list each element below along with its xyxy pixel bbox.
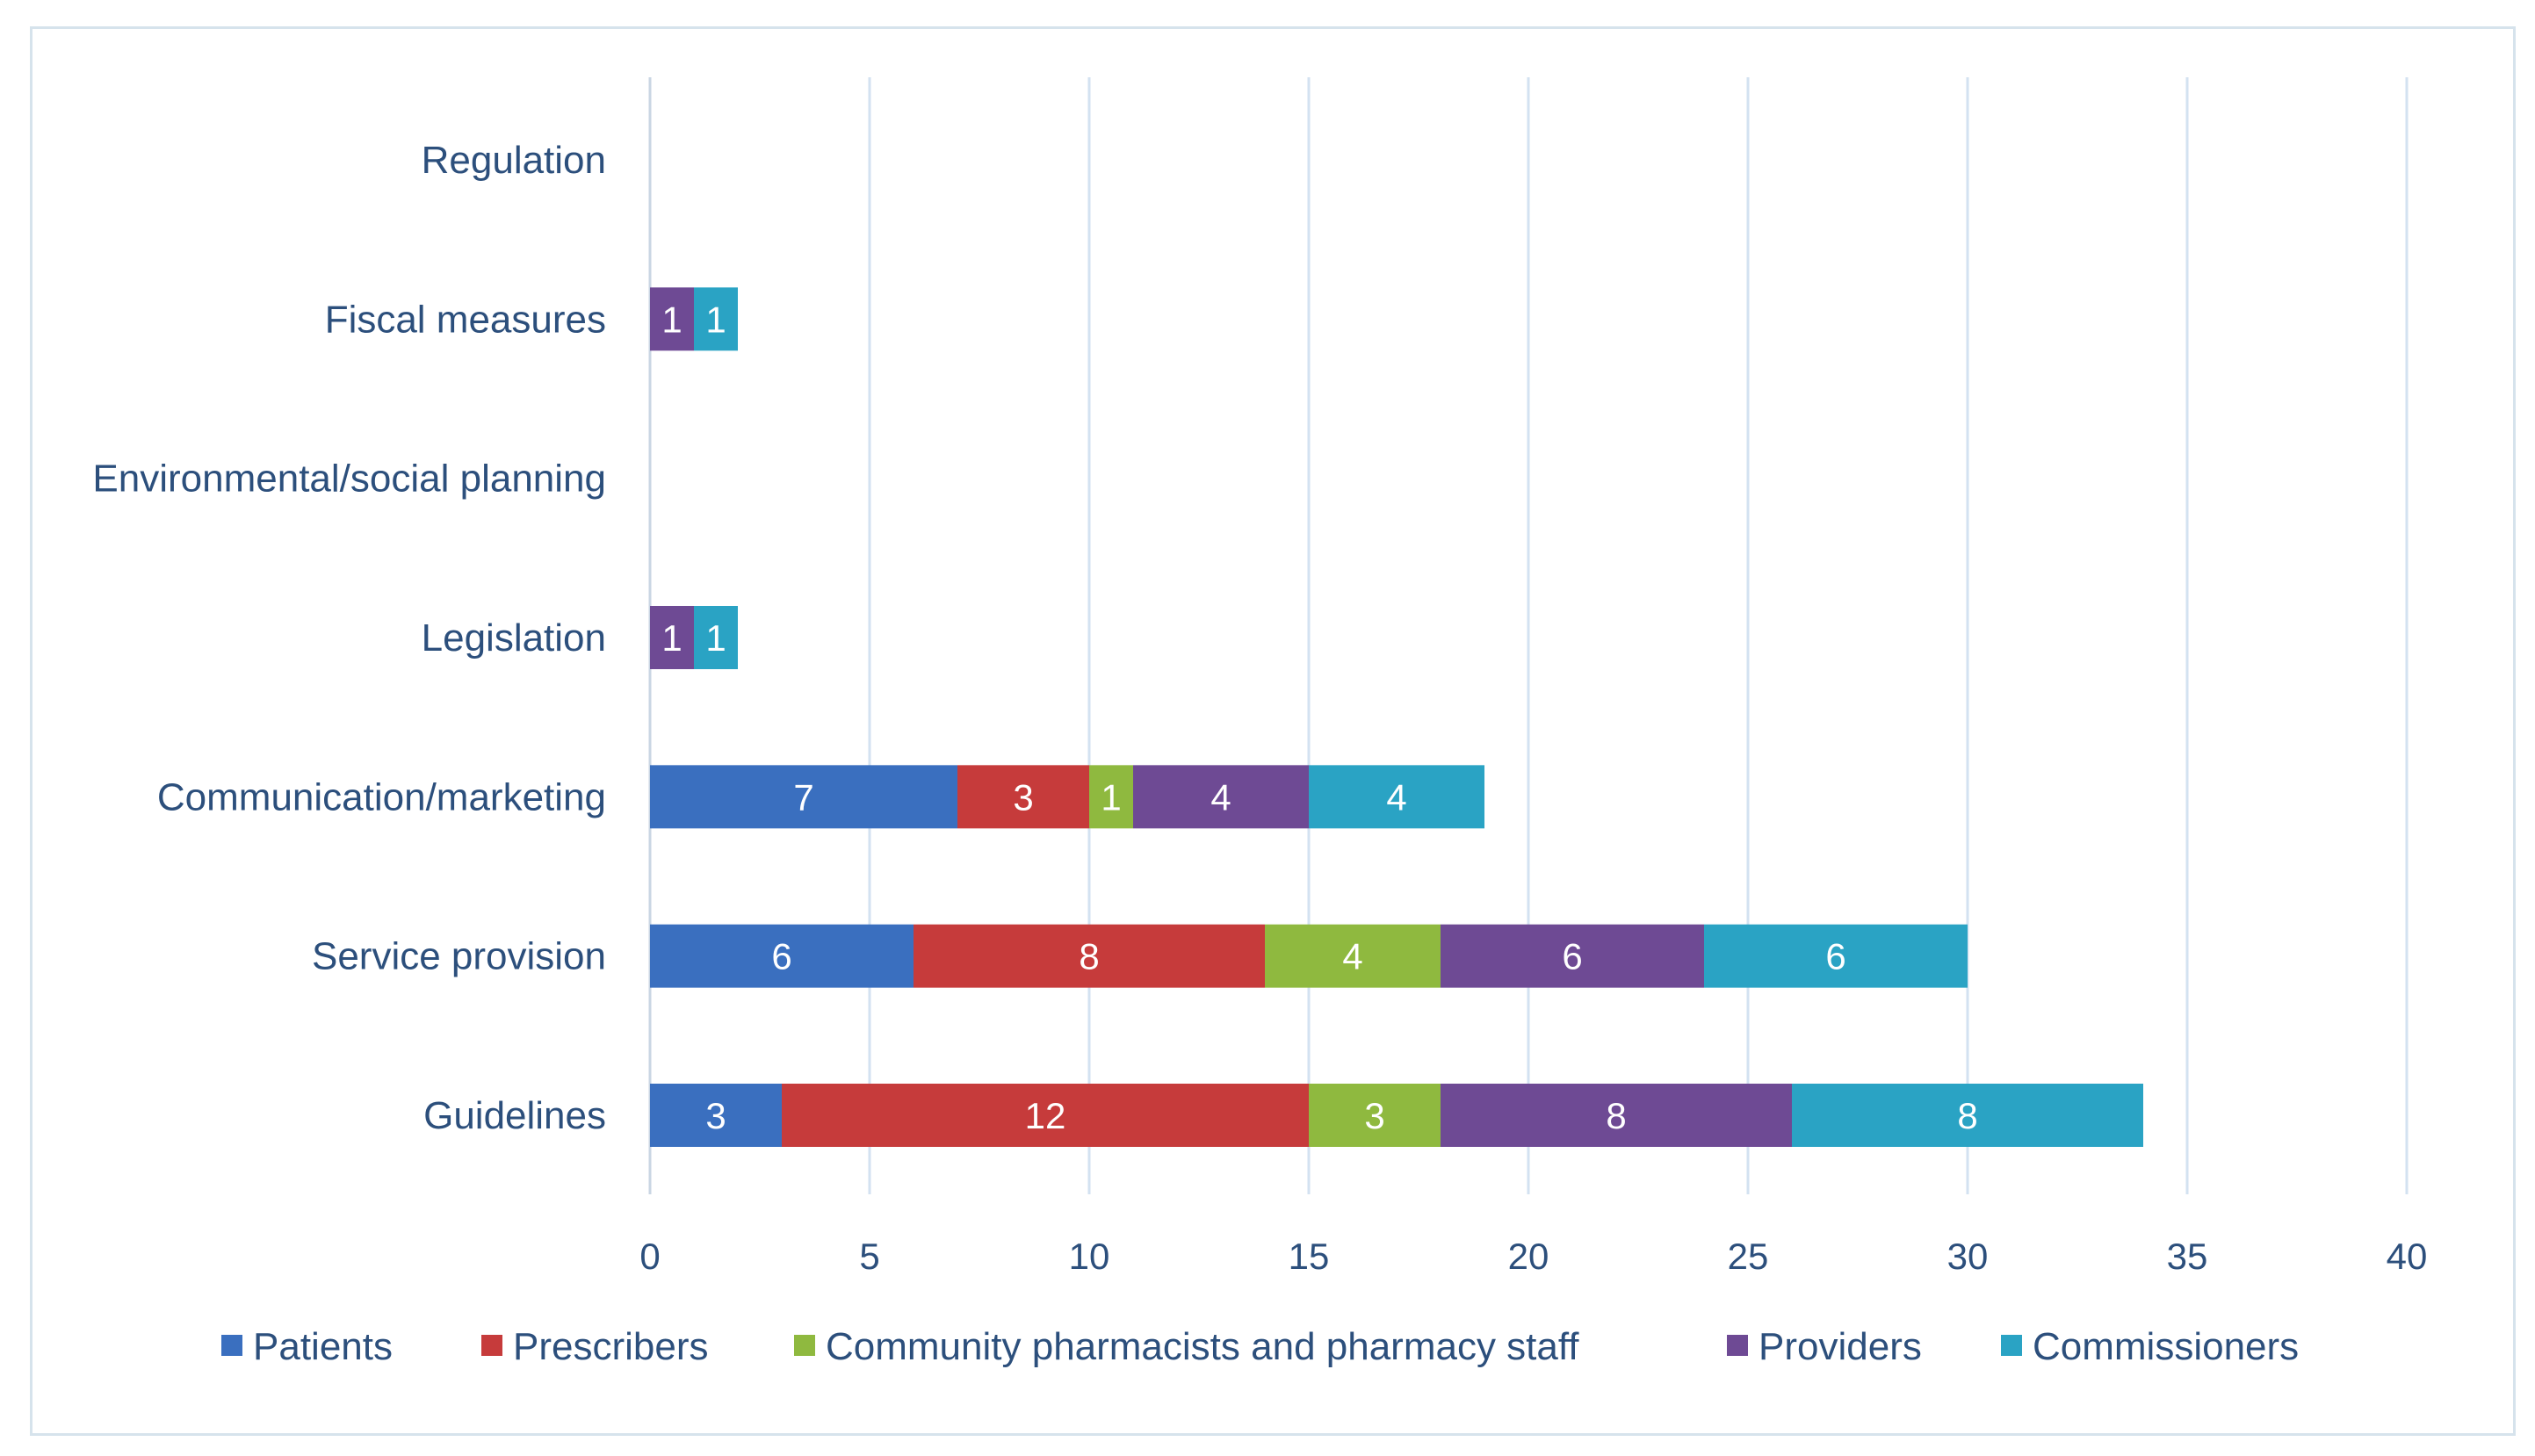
bar-community-pharmacists-and-pharmacy-staff-guidelines bbox=[1309, 1084, 1441, 1147]
bar-community-pharmacists-and-pharmacy-staff-service-provision bbox=[1265, 924, 1441, 988]
chart-frame bbox=[30, 26, 2516, 1436]
x-tick-label: 25 bbox=[1728, 1236, 1769, 1277]
data-label: 3 bbox=[1013, 776, 1033, 818]
data-label: 6 bbox=[1562, 936, 1582, 977]
data-label: 3 bbox=[705, 1095, 726, 1136]
category-label: Legislation bbox=[422, 616, 606, 660]
data-label: 12 bbox=[1025, 1095, 1066, 1136]
data-label: 1 bbox=[1101, 776, 1121, 818]
x-tick-label: 20 bbox=[1508, 1236, 1549, 1277]
data-label: 1 bbox=[705, 617, 726, 659]
legend-swatch-providers bbox=[1727, 1335, 1748, 1356]
bar-commissioners-fiscal-measures bbox=[694, 287, 738, 351]
data-label: 8 bbox=[1079, 936, 1099, 977]
category-label: Communication/marketing bbox=[157, 775, 606, 818]
data-label: 1 bbox=[661, 299, 682, 340]
data-label: 6 bbox=[1825, 936, 1845, 977]
data-label: 8 bbox=[1606, 1095, 1626, 1136]
x-tick-label: 35 bbox=[2167, 1236, 2208, 1277]
bar-prescribers-service-provision bbox=[914, 924, 1265, 988]
bar-commissioners-communication-marketing bbox=[1309, 765, 1484, 829]
bar-providers-guidelines bbox=[1441, 1084, 1792, 1147]
category-label: Service provision bbox=[312, 935, 606, 978]
category-label: Guidelines bbox=[423, 1094, 606, 1137]
category-label: Fiscal measures bbox=[325, 298, 606, 341]
legend-label-patients: Patients bbox=[253, 1325, 393, 1368]
x-tick-label: 10 bbox=[1069, 1236, 1110, 1277]
bar-prescribers-communication-marketing bbox=[957, 765, 1089, 829]
bar-patients-guidelines bbox=[650, 1084, 782, 1147]
data-label: 6 bbox=[771, 936, 791, 977]
legend-label-prescribers: Prescribers bbox=[513, 1325, 709, 1368]
bar-patients-service-provision bbox=[650, 924, 914, 988]
x-tick-label: 40 bbox=[2387, 1236, 2428, 1277]
legend-label-providers: Providers bbox=[1759, 1325, 1922, 1368]
legend-label-commissioners: Commissioners bbox=[2033, 1325, 2299, 1368]
legend-label-community-pharmacists-and-pharmacy-staff: Community pharmacists and pharmacy staff bbox=[826, 1325, 1579, 1368]
category-label: Environmental/social planning bbox=[92, 458, 606, 501]
legend-swatch-commissioners bbox=[2001, 1335, 2022, 1356]
data-label: 8 bbox=[1957, 1095, 1977, 1136]
bar-community-pharmacists-and-pharmacy-staff-communication-marketing bbox=[1089, 765, 1133, 829]
bar-commissioners-guidelines bbox=[1792, 1084, 2143, 1147]
data-label: 4 bbox=[1210, 776, 1231, 818]
data-label: 7 bbox=[793, 776, 813, 818]
x-tick-label: 30 bbox=[1947, 1236, 1989, 1277]
bar-prescribers-guidelines bbox=[782, 1084, 1309, 1147]
bar-providers-communication-marketing bbox=[1133, 765, 1309, 829]
data-label: 4 bbox=[1342, 936, 1362, 977]
data-label: 3 bbox=[1364, 1095, 1384, 1136]
bar-commissioners-service-provision bbox=[1704, 924, 1968, 988]
bar-commissioners-legislation bbox=[694, 606, 738, 669]
bar-providers-legislation bbox=[650, 606, 694, 669]
legend-swatch-prescribers bbox=[481, 1335, 502, 1356]
bar-providers-service-provision bbox=[1441, 924, 1704, 988]
legend-swatch-patients bbox=[221, 1335, 242, 1356]
data-label: 1 bbox=[661, 617, 682, 659]
x-tick-label: 0 bbox=[639, 1236, 660, 1277]
category-label: Regulation bbox=[422, 139, 606, 182]
bar-providers-fiscal-measures bbox=[650, 287, 694, 351]
data-label: 4 bbox=[1386, 776, 1406, 818]
x-tick-label: 15 bbox=[1289, 1236, 1330, 1277]
legend-swatch-community-pharmacists-and-pharmacy-staff bbox=[794, 1335, 815, 1356]
bar-patients-communication-marketing bbox=[650, 765, 957, 829]
data-label: 1 bbox=[705, 299, 726, 340]
x-tick-label: 5 bbox=[859, 1236, 879, 1277]
